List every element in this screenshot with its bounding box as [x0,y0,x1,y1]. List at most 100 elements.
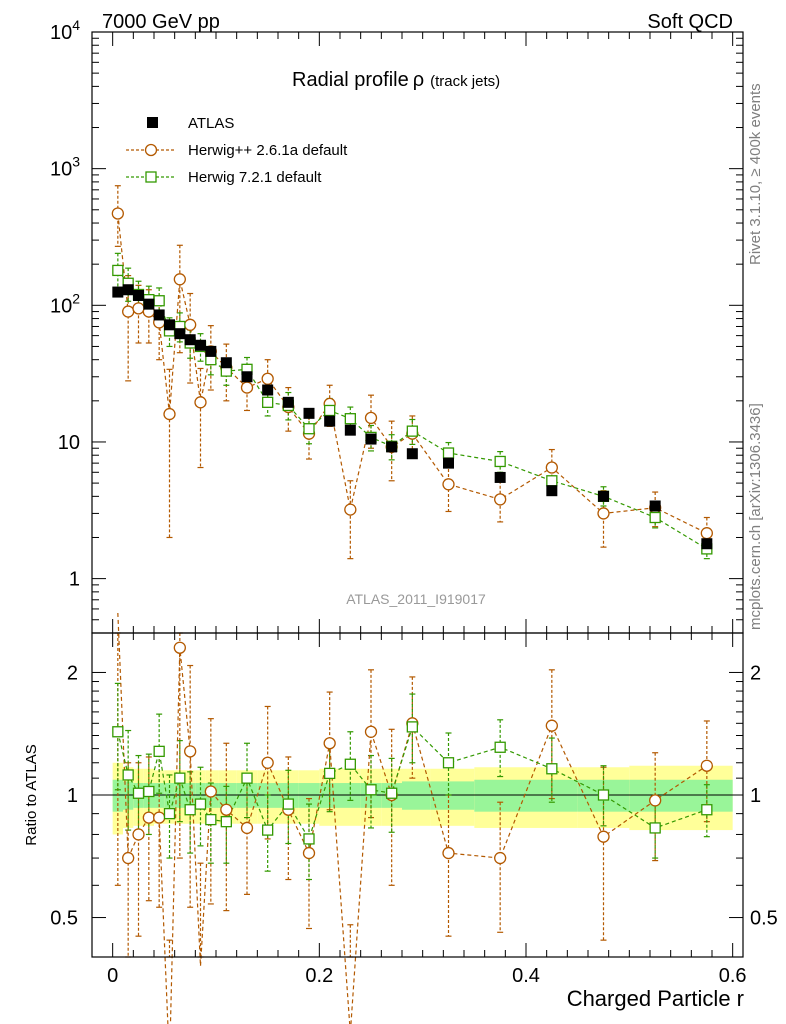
atlas-point [143,298,155,310]
ratio-ytick-label-right: 2 [750,662,761,684]
ratio-band-stat [430,781,475,810]
atlas-point [443,457,454,469]
ytick-label: 103 [50,154,80,181]
herwigpp-point [122,305,135,318]
xaxis-label: Charged Particle r [567,986,744,1011]
herwig7-ratio-point [365,784,377,796]
herwig7-line [117,270,708,550]
axes: 0 0.2 0.4 0.6 1 10 102 103 104 0.5 0.5 1 1 2 2 [50,17,778,987]
chart-title-symbol: ρ [413,69,424,91]
herwig7-ratio-point [112,726,124,738]
herwig7-point [153,295,165,307]
chart-title-text: Radial profile [292,69,409,91]
atlas-point [303,407,315,419]
herwig7-ratio-point [406,721,418,733]
herwigpp-ratio-point [323,737,336,750]
atlas-point [365,433,377,445]
herwig7-ratio-point [344,758,356,770]
chart-title-suffix: (track jets) [430,73,500,90]
atlas-point [701,538,713,550]
herwigpp-point [344,503,357,516]
herwigpp-ratio-point [220,803,233,816]
ytick-label: 10 [58,432,80,454]
atlas-point [195,339,206,351]
legend: ATLAS Herwig++ 2.6.1a default Herwig 7.2… [126,115,348,186]
ratio-markers [112,641,713,865]
atlas-point [262,384,274,396]
herwigpp-ratio-point [184,745,197,758]
herwigpp-ratio-point [597,830,610,843]
herwigpp-ratio-point [132,828,145,841]
atlas-point [598,490,609,502]
herwig7-point [303,423,315,435]
herwigpp-point [194,396,207,409]
herwigpp-ratio-point [545,719,558,732]
legend-herwigpp-label: Herwig++ 2.6.1a default [188,142,348,159]
xtick-label: 0.6 [719,965,747,987]
herwig7-ratio-point [649,822,661,834]
herwig7-ratio-point [303,833,315,845]
main-series-lines [117,213,708,550]
herwigpp-ratio-point [153,811,166,824]
atlas-point [494,471,506,483]
herwig7-point [112,264,124,277]
atlas-point [153,309,165,321]
herwigpp-point [364,411,378,425]
herwig7-point [344,413,356,425]
herwigpp-point [163,407,176,421]
herwigpp-ratio-point [494,851,507,865]
herwig7-point [262,396,274,408]
herwig7-ratio-point [442,757,455,769]
legend-herwigpp-marker [144,143,158,157]
chart-title: Radial profile ρ (track jets) [292,69,500,91]
herwig7-ratio-point [546,763,558,775]
atlas-point [649,500,661,512]
herwig7-ratio-point [174,772,186,784]
legend-herwig7-marker [145,171,157,183]
rivet-label: Rivet 3.1.10, ≥ 400k events [747,83,764,265]
legend-atlas-label: ATLAS [188,115,234,132]
header-left: 7000 GeV pp [102,11,220,33]
herwigpp-ratio-line [117,612,708,1024]
ytick-label: 1 [69,569,80,591]
atlas-point [164,319,175,331]
herwigpp-line [117,213,708,534]
herwig7-ratio-point [132,787,145,799]
atlas-point [122,284,134,296]
herwigpp-ratio-point [700,759,713,772]
herwigpp-point [494,493,507,506]
legend-atlas-marker [147,117,158,128]
herwig7-ratio-point [205,813,217,826]
ratio-ytick-label: 1 [67,785,78,807]
header-right: Soft QCD [647,11,733,33]
herwig7-point [494,455,506,468]
mcplots-label: mcplots.cern.ch [arXiv:1306.3436] [747,403,764,630]
ytick-label: 102 [50,290,80,317]
herwig7-ratio-point [153,745,165,758]
herwigpp-point [132,302,145,315]
herwigpp-point [173,273,186,286]
herwig7-ratio-point [220,816,232,828]
herwig7-ratio-point [122,769,134,781]
atlas-point [546,485,558,497]
herwig7-point [406,425,418,437]
herwig7-ratio-point [143,785,155,798]
herwigpp-point [184,318,197,331]
herwigpp-point [111,207,124,220]
atlas-point [324,415,336,427]
herwig7-ratio-point [282,798,294,810]
herwig7-point [546,475,558,487]
ratio-ytick-label-right: 0.5 [750,908,778,930]
herwig7-ratio-line [117,725,708,841]
atlas-point [344,424,356,436]
herwig7-point [442,447,455,459]
herwigpp-point [597,507,610,520]
herwigpp-point [261,372,274,385]
herwig7-ratio-point [494,741,506,753]
xtick-label: 0 [107,965,118,987]
herwigpp-ratio-point [122,851,135,865]
ratio-ylabel: Ratio to ATLAS [23,744,40,845]
legend-herwig7-label: Herwig 7.2.1 default [188,169,322,186]
atlas-point [282,396,294,408]
